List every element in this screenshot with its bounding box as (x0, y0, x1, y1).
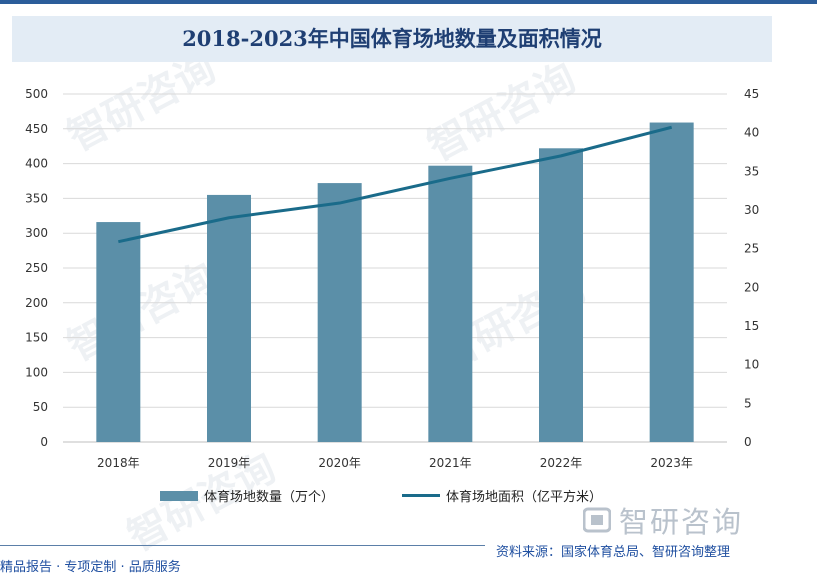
x-tick-label: 2022年 (540, 456, 583, 470)
x-tick-label: 2019年 (208, 456, 251, 470)
zhiyan-logo-icon (583, 506, 611, 534)
y-left-tick-label: 100 (25, 365, 48, 379)
y-left-tick-label: 450 (25, 122, 48, 136)
legend-line-swatch (402, 494, 440, 497)
logo-text: 智研咨询 (619, 499, 743, 541)
footer-slogan: 精品报告 · 专项定制 · 品质服务 (0, 556, 181, 575)
y-left-tick-label: 400 (25, 157, 48, 171)
y-right-tick-label: 20 (744, 280, 759, 294)
y-left-tick-label: 300 (25, 226, 48, 240)
y-right-tick-label: 0 (744, 435, 752, 449)
y-right-tick-label: 40 (744, 126, 759, 140)
y-right-tick-label: 30 (744, 203, 759, 217)
y-left-tick-label: 200 (25, 296, 48, 310)
bar (207, 195, 251, 442)
y-right-tick-label: 45 (744, 87, 759, 101)
bar (428, 166, 472, 442)
legend-item-area: 体育场地面积（亿平方米） (402, 486, 602, 505)
area-series-line (118, 127, 671, 241)
y-left-tick-label: 350 (25, 191, 48, 205)
legend-label-count: 体育场地数量（万个） (204, 486, 334, 505)
company-logo: 智研咨询 (583, 502, 793, 538)
y-right-tick-label: 15 (744, 319, 759, 333)
bar (650, 123, 694, 442)
y-left-tick-label: 150 (25, 331, 48, 345)
y-right-tick-label: 5 (744, 396, 752, 410)
bar (96, 222, 140, 442)
bar (318, 183, 362, 442)
footer-divider (0, 545, 485, 546)
x-tick-label: 2023年 (650, 456, 693, 470)
y-left-tick-label: 0 (40, 435, 48, 449)
x-tick-label: 2020年 (318, 456, 361, 470)
y-right-tick-label: 35 (744, 164, 759, 178)
legend-bar-swatch (160, 491, 198, 501)
y-left-tick-label: 250 (25, 261, 48, 275)
x-tick-label: 2021年 (429, 456, 472, 470)
legend-label-area: 体育场地面积（亿平方米） (446, 486, 602, 505)
bar (539, 148, 583, 442)
y-left-tick-label: 500 (25, 87, 48, 101)
x-tick-label: 2018年 (97, 456, 140, 470)
legend-item-count: 体育场地数量（万个） (160, 486, 334, 505)
source-note: 资料来源：国家体育总局、智研咨询整理 (496, 541, 730, 560)
y-right-tick-label: 10 (744, 358, 759, 372)
y-left-tick-label: 50 (33, 400, 48, 414)
y-right-tick-label: 25 (744, 242, 759, 256)
